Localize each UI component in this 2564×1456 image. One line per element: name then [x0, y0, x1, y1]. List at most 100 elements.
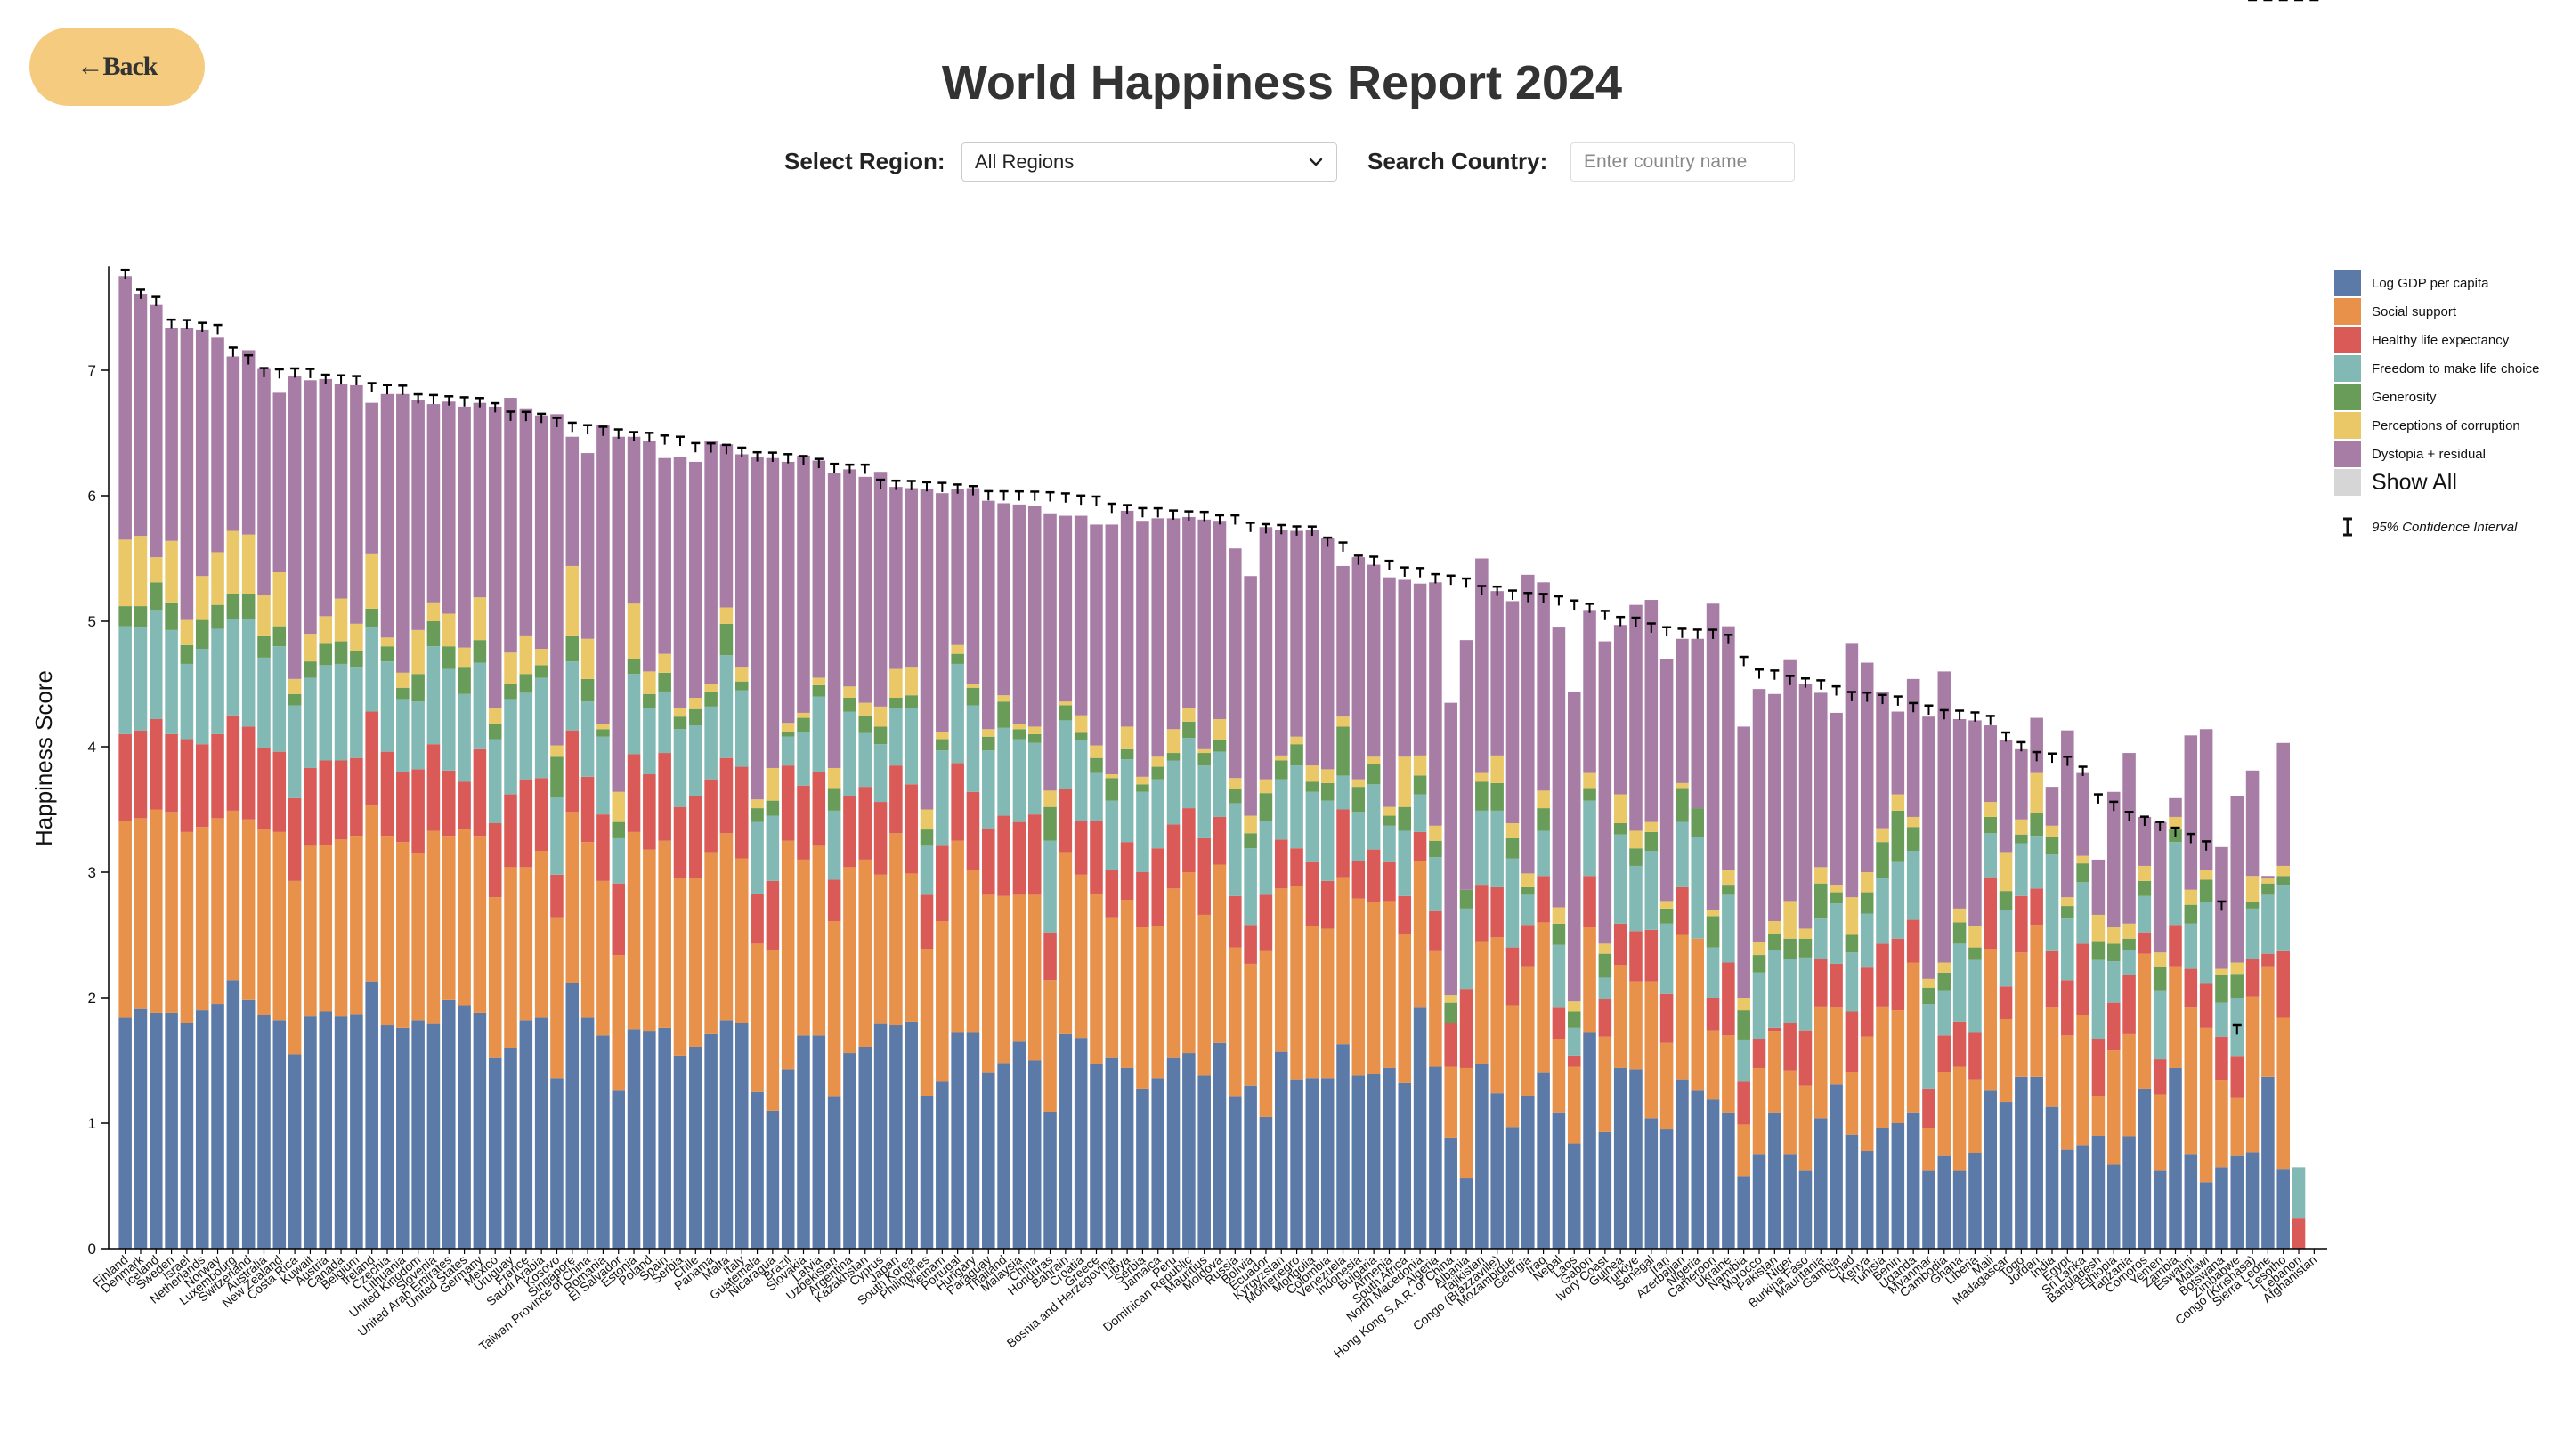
bar-honduras[interactable] — [1043, 513, 1057, 1249]
bar-sri-lanka[interactable] — [2076, 772, 2089, 1249]
bar-dominican-republic[interactable] — [1182, 516, 1196, 1249]
bar-gabon[interactable] — [1583, 610, 1596, 1249]
bar-luxembourg[interactable] — [226, 356, 240, 1249]
bar-peru[interactable] — [1166, 518, 1181, 1249]
bar-montenegro[interactable] — [1290, 530, 1303, 1249]
bar-portugal[interactable] — [951, 489, 964, 1249]
bar-italy[interactable] — [734, 454, 749, 1249]
legend-item-generosity[interactable]: Generosity — [2334, 383, 2564, 411]
bar-south-africa[interactable] — [1398, 579, 1412, 1249]
bar-estonia[interactable] — [627, 436, 641, 1249]
bar-mongolia[interactable] — [1305, 530, 1319, 1249]
bar-lithuania[interactable] — [396, 393, 410, 1249]
bar-botswana[interactable] — [2215, 846, 2228, 1249]
bar-panama[interactable] — [704, 440, 718, 1249]
legend-item-social-support[interactable]: Social support — [2334, 297, 2564, 326]
legend-item-freedom-to-make-life-choice[interactable]: Freedom to make life choice — [2334, 354, 2564, 383]
bar-finland[interactable] — [118, 276, 132, 1249]
bar-croatia[interactable] — [1074, 515, 1088, 1249]
bar-iceland[interactable] — [150, 304, 163, 1249]
bar-greece[interactable] — [1090, 524, 1103, 1249]
bar-uzbekistan[interactable] — [827, 473, 841, 1249]
bar-canada[interactable] — [334, 384, 348, 1249]
bar-saudi-arabia[interactable] — [534, 415, 548, 1249]
bar-togo[interactable] — [2015, 748, 2028, 1249]
bar-laos[interactable] — [1567, 691, 1581, 1249]
legend-item-perceptions-of-corruption[interactable]: Perceptions of corruption — [2334, 411, 2564, 440]
bar-congo-kinshasa-[interactable] — [2245, 770, 2260, 1249]
bar-poland[interactable] — [643, 440, 656, 1249]
bar-egypt[interactable] — [2061, 730, 2074, 1249]
bar-kosovo[interactable] — [550, 414, 564, 1249]
bar-mali[interactable] — [1984, 725, 1997, 1249]
bar-ireland[interactable] — [365, 402, 378, 1249]
bar-denmark[interactable] — [134, 293, 148, 1249]
bar-hong-kong-s-a-r-of-china[interactable] — [1444, 702, 1457, 1249]
bar-sierra-leone[interactable] — [2261, 876, 2275, 1249]
bar-kazakhstan[interactable] — [858, 476, 872, 1249]
bar-north-macedonia[interactable] — [1413, 583, 1427, 1249]
bar-el-salvador[interactable] — [612, 436, 625, 1249]
bar-jordan[interactable] — [2030, 717, 2043, 1249]
bar-austria[interactable] — [319, 378, 333, 1249]
bar-switzerland[interactable] — [241, 350, 256, 1249]
legend-item-dystopia-residual[interactable]: Dystopia + residual — [2334, 440, 2564, 468]
bar-burkina-faso[interactable] — [1798, 684, 1813, 1250]
bar-myanmar[interactable] — [1922, 716, 1935, 1249]
bar-lebanon[interactable] — [2292, 1167, 2306, 1249]
bar-malaysia[interactable] — [1012, 504, 1026, 1249]
bar-moldova[interactable] — [1213, 521, 1227, 1249]
bar-georgia[interactable] — [1521, 574, 1535, 1249]
bar-romania[interactable] — [596, 425, 610, 1249]
bar-benin[interactable] — [1891, 711, 1905, 1249]
bar-lesotho[interactable] — [2276, 742, 2290, 1249]
bar-namibia[interactable] — [1737, 726, 1750, 1249]
bar-bahrain[interactable] — [1059, 515, 1073, 1249]
bar-new-zealand[interactable] — [272, 392, 287, 1249]
bar-guinea[interactable] — [1613, 625, 1627, 1249]
bar-costa-rica[interactable] — [288, 376, 302, 1249]
bar-netherlands[interactable] — [195, 329, 209, 1249]
bar-ghana[interactable] — [1952, 718, 1967, 1249]
bar-france[interactable] — [519, 408, 533, 1249]
bar-iraq[interactable] — [1537, 582, 1550, 1249]
bar-chile[interactable] — [689, 461, 702, 1249]
bar-turkiye[interactable] — [1629, 604, 1643, 1249]
bar-niger[interactable] — [1783, 659, 1797, 1249]
bar-nepal[interactable] — [1552, 627, 1566, 1249]
bar-venezuela[interactable] — [1336, 565, 1350, 1249]
bar-cameroon[interactable] — [1706, 603, 1720, 1249]
bar-colombia[interactable] — [1320, 538, 1335, 1249]
bar-united-states[interactable] — [458, 406, 471, 1249]
bar-united-arab-emirates[interactable] — [442, 401, 456, 1249]
bar-sweden[interactable] — [165, 328, 178, 1249]
bar-india[interactable] — [2045, 787, 2059, 1249]
bar-tunisia[interactable] — [1876, 691, 1889, 1249]
bar-mozambique[interactable] — [1505, 601, 1520, 1249]
bar-libya[interactable] — [1120, 510, 1134, 1249]
bar-vietnam[interactable] — [936, 493, 949, 1249]
bar-bangladesh[interactable] — [2091, 859, 2106, 1249]
bar-guatemala[interactable] — [751, 457, 764, 1249]
bar-argentina[interactable] — [843, 469, 856, 1249]
bar-mexico[interactable] — [488, 406, 502, 1249]
bar-indonesia[interactable] — [1351, 557, 1366, 1249]
bar-algeria[interactable] — [1429, 582, 1442, 1249]
bar-azerbaijan[interactable] — [1676, 638, 1689, 1249]
bar-uganda[interactable] — [1906, 678, 1920, 1249]
bar-russia[interactable] — [1229, 548, 1242, 1249]
bar-eswatini[interactable] — [2184, 735, 2198, 1249]
bar-philippines[interactable] — [920, 489, 934, 1249]
bar-gambia[interactable] — [1830, 712, 1843, 1249]
bar-malawi[interactable] — [2199, 729, 2213, 1249]
bar-nigeria[interactable] — [1691, 638, 1705, 1249]
bar-south-korea[interactable] — [905, 488, 918, 1249]
legend-item-healthy-life-expectancy[interactable]: Healthy life expectancy — [2334, 326, 2564, 354]
bar-latvia[interactable] — [812, 460, 826, 1249]
bar-thailand[interactable] — [997, 503, 1010, 1249]
bar-czechia[interactable] — [380, 393, 394, 1249]
bar-nicaragua[interactable] — [766, 457, 780, 1249]
bar-serbia[interactable] — [673, 457, 687, 1249]
search-country-input[interactable] — [1570, 142, 1795, 182]
bar-brazil[interactable] — [781, 461, 795, 1249]
